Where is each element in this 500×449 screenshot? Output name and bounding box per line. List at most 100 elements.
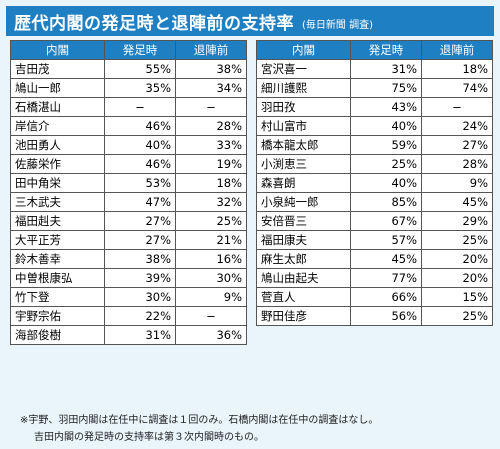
header-end: 退陣前 bbox=[175, 40, 247, 60]
end-rate: 18% bbox=[421, 59, 493, 79]
cabinet-name: 大平正芳 bbox=[10, 230, 105, 250]
header-cabinet: 内閣 bbox=[256, 40, 351, 60]
end-rate: 21% bbox=[175, 230, 247, 250]
end-rate: 25% bbox=[421, 306, 493, 326]
table-row: 羽田孜 43% − bbox=[256, 97, 493, 117]
table-row: 石橋湛山 − − bbox=[10, 97, 247, 117]
cabinet-name: 野田佳彦 bbox=[256, 306, 351, 326]
end-rate: 20% bbox=[421, 268, 493, 288]
table-row: 中曽根康弘 39% 30% bbox=[10, 268, 247, 288]
cabinet-name: 鈴木善幸 bbox=[10, 249, 105, 269]
end-rate: 25% bbox=[421, 230, 493, 250]
start-rate: 85% bbox=[350, 192, 422, 212]
table-row: 大平正芳 27% 21% bbox=[10, 230, 247, 250]
end-rate: 32% bbox=[175, 192, 247, 212]
cabinet-name: 池田勇人 bbox=[10, 135, 105, 155]
table-row: 村山富市 40% 24% bbox=[256, 116, 493, 136]
end-rate: − bbox=[175, 306, 247, 326]
cabinet-name: 鳩山由起夫 bbox=[256, 268, 351, 288]
end-rate: 28% bbox=[175, 116, 247, 136]
cabinet-name: 村山富市 bbox=[256, 116, 351, 136]
start-rate: − bbox=[104, 97, 176, 117]
cabinet-name: 福田赳夫 bbox=[10, 211, 105, 231]
cabinet-name: 鳩山一郎 bbox=[10, 78, 105, 98]
start-rate: 35% bbox=[104, 78, 176, 98]
start-rate: 22% bbox=[104, 306, 176, 326]
cabinet-name: 羽田孜 bbox=[256, 97, 351, 117]
cabinet-name: 福田康夫 bbox=[256, 230, 351, 250]
end-rate: 9% bbox=[421, 173, 493, 193]
start-rate: 59% bbox=[350, 135, 422, 155]
table-row: 福田康夫 57% 25% bbox=[256, 230, 493, 250]
table-row: 竹下登 30% 9% bbox=[10, 287, 247, 307]
source-label: (毎日新聞 調査) bbox=[302, 19, 373, 31]
cabinet-name: 佐藤栄作 bbox=[10, 154, 105, 174]
header-end: 退陣前 bbox=[421, 40, 493, 60]
start-rate: 67% bbox=[350, 211, 422, 231]
table-row: 鳩山由起夫 77% 20% bbox=[256, 268, 493, 288]
end-rate: 30% bbox=[175, 268, 247, 288]
table-row: 吉田茂 55% 38% bbox=[10, 59, 247, 79]
start-rate: 30% bbox=[104, 287, 176, 307]
cabinet-name: 宮沢喜一 bbox=[256, 59, 351, 79]
cabinet-name: 田中角栄 bbox=[10, 173, 105, 193]
end-rate: − bbox=[175, 97, 247, 117]
end-rate: 18% bbox=[175, 173, 247, 193]
end-rate: 9% bbox=[175, 287, 247, 307]
end-rate: 36% bbox=[175, 325, 247, 345]
footnote-1: ※宇野、羽田内閣は在任中に調査は１回のみ。石橋内閣は在任中の調査はなし。 bbox=[20, 415, 379, 426]
table-row: 田中角栄 53% 18% bbox=[10, 173, 247, 193]
cabinet-name: 岸信介 bbox=[10, 116, 105, 136]
cabinet-name: 石橋湛山 bbox=[10, 97, 105, 117]
table-row: 佐藤栄作 46% 19% bbox=[10, 154, 247, 174]
end-rate: 19% bbox=[175, 154, 247, 174]
cabinet-name: 竹下登 bbox=[10, 287, 105, 307]
cabinet-name: 麻生太郎 bbox=[256, 249, 351, 269]
end-rate: 33% bbox=[175, 135, 247, 155]
table-row: 岸信介 46% 28% bbox=[10, 116, 247, 136]
start-rate: 27% bbox=[104, 230, 176, 250]
table-row: 宇野宗佑 22% − bbox=[10, 306, 247, 326]
cabinet-name: 三木武夫 bbox=[10, 192, 105, 212]
cabinet-name: 細川護熙 bbox=[256, 78, 351, 98]
end-rate: 29% bbox=[421, 211, 493, 231]
table-row: 池田勇人 40% 33% bbox=[10, 135, 247, 155]
table-row: 福田赳夫 27% 25% bbox=[10, 211, 247, 231]
end-rate: 74% bbox=[421, 78, 493, 98]
start-rate: 46% bbox=[104, 154, 176, 174]
table-row: 小渕恵三 25% 28% bbox=[256, 154, 493, 174]
start-rate: 53% bbox=[104, 173, 176, 193]
start-rate: 40% bbox=[350, 173, 422, 193]
start-rate: 40% bbox=[104, 135, 176, 155]
title-bar: 歴代内閣の発足時と退陣前の支持率 (毎日新聞 調査) bbox=[6, 6, 494, 36]
cabinet-name: 菅直人 bbox=[256, 287, 351, 307]
start-rate: 75% bbox=[350, 78, 422, 98]
start-rate: 43% bbox=[350, 97, 422, 117]
cabinet-name: 吉田茂 bbox=[10, 59, 105, 79]
end-rate: 24% bbox=[421, 116, 493, 136]
end-rate: 16% bbox=[175, 249, 247, 269]
cabinet-name: 宇野宗佑 bbox=[10, 306, 105, 326]
table-row: 鳩山一郎 35% 34% bbox=[10, 78, 247, 98]
cabinet-name: 小泉純一郎 bbox=[256, 192, 351, 212]
table-row: 細川護熙 75% 74% bbox=[256, 78, 493, 98]
cabinet-name: 森喜朗 bbox=[256, 173, 351, 193]
approval-table-left: 内閣 発足時 退陣前 吉田茂 55% 38% 鳩山一郎 35% 34% 石橋湛山 − − 岸信介 4… bbox=[10, 40, 247, 345]
approval-table-right: 内閣 発足時 退陣前 宮沢喜一 31% 18% 細川護熙 75% 74% 羽田孜 43% − 村山… bbox=[256, 40, 493, 326]
header-start: 発足時 bbox=[350, 40, 422, 60]
table-row: 菅直人 66% 15% bbox=[256, 287, 493, 307]
table-row: 麻生太郎 45% 20% bbox=[256, 249, 493, 269]
end-rate: 28% bbox=[421, 154, 493, 174]
table-row: 森喜朗 40% 9% bbox=[256, 173, 493, 193]
start-rate: 47% bbox=[104, 192, 176, 212]
start-rate: 38% bbox=[104, 249, 176, 269]
start-rate: 77% bbox=[350, 268, 422, 288]
start-rate: 27% bbox=[104, 211, 176, 231]
start-rate: 40% bbox=[350, 116, 422, 136]
table-row: 橋本龍太郎 59% 27% bbox=[256, 135, 493, 155]
start-rate: 25% bbox=[350, 154, 422, 174]
start-rate: 57% bbox=[350, 230, 422, 250]
table-row: 野田佳彦 56% 25% bbox=[256, 306, 493, 326]
footnote-2: 吉田内閣の発足時の支持率は第３次内閣時のもの。 bbox=[34, 432, 264, 443]
end-rate: 27% bbox=[421, 135, 493, 155]
